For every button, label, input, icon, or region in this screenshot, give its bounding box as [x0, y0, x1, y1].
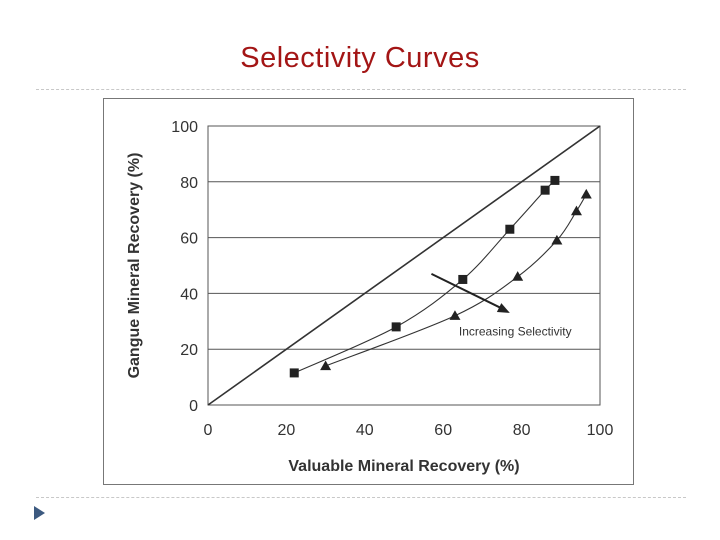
y-axis-label: Gangue Mineral Recovery (%)	[126, 153, 143, 379]
x-axis-label: Valuable Mineral Recovery (%)	[288, 458, 519, 475]
y-tick-label-40: 40	[180, 286, 198, 303]
x-tick-label-40: 40	[356, 422, 374, 439]
x-tick-label-100: 100	[587, 422, 614, 439]
x-tick-label-0: 0	[204, 422, 213, 439]
data-point-squares	[289, 368, 299, 378]
data-point-squares	[550, 175, 560, 185]
y-tick-label-60: 60	[180, 231, 198, 248]
chart-frame: 0 20 40 60 80 100 0 20 40 60 80 100 Valuable Minera…	[103, 98, 634, 485]
data-point-triangles	[512, 271, 524, 281]
data-point-squares	[505, 224, 515, 234]
footer-divider	[36, 497, 686, 498]
series-line-triangles	[325, 194, 587, 367]
data-point-triangles	[551, 234, 563, 245]
data-point-triangles	[580, 188, 592, 199]
annotation-arrow-head	[496, 303, 510, 313]
x-tick-label-80: 80	[513, 422, 531, 439]
annotation-arrow-shaft	[430, 272, 503, 310]
series-group	[207, 125, 601, 406]
reference-line-diagonal	[207, 125, 601, 406]
bullet-triangle-icon	[34, 506, 45, 520]
annotation-label: Increasing Selectivity	[459, 324, 572, 338]
axes	[207, 125, 601, 406]
data-point-triangles	[449, 310, 461, 320]
selectivity-chart: 0 20 40 60 80 100 0 20 40 60 80 100 Valuable Minera…	[126, 119, 613, 475]
data-point-triangles	[320, 360, 332, 371]
slide-title: Selectivity Curves	[240, 42, 480, 74]
data-point-triangles	[570, 205, 582, 216]
annotation-group	[430, 272, 510, 313]
plot-area-border	[207, 125, 601, 406]
x-tick-label-60: 60	[434, 422, 452, 439]
title-divider	[36, 89, 686, 90]
y-tick-label-100: 100	[171, 119, 198, 136]
data-point-squares	[540, 185, 550, 195]
x-tick-label-20: 20	[278, 422, 296, 439]
y-tick-label-20: 20	[180, 342, 198, 359]
tick-labels: 0 20 40 60 80 100 0 20 40 60 80 100	[171, 119, 613, 439]
data-point-squares	[458, 274, 468, 284]
y-tick-label-80: 80	[180, 175, 198, 192]
data-point-squares	[391, 322, 401, 332]
y-tick-label-0: 0	[189, 398, 198, 415]
